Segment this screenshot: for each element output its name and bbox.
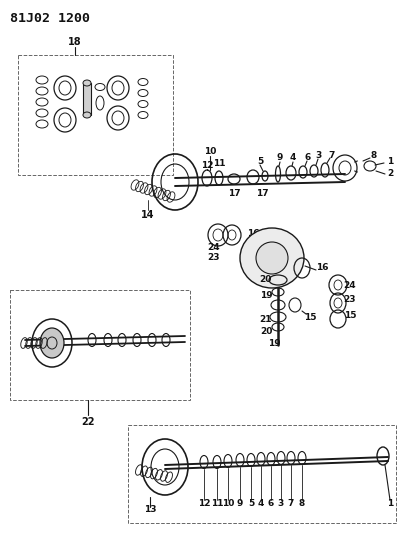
Text: 19: 19 (260, 290, 272, 300)
Text: 81J02 1200: 81J02 1200 (10, 12, 90, 25)
Text: 19: 19 (268, 338, 280, 348)
Text: 5: 5 (257, 157, 263, 166)
Ellipse shape (240, 228, 304, 288)
Text: 3: 3 (315, 151, 321, 160)
Text: 3: 3 (278, 499, 284, 508)
Bar (18, 55, 173, 175)
Text: 17: 17 (256, 190, 268, 198)
Text: 1: 1 (387, 157, 393, 166)
Bar (128, 425, 396, 523)
Text: 20: 20 (259, 276, 271, 285)
Ellipse shape (83, 112, 91, 118)
Text: 11: 11 (213, 158, 225, 167)
Text: 16: 16 (247, 229, 259, 238)
Text: 9: 9 (277, 154, 283, 163)
Bar (10, 290, 190, 400)
Text: 22: 22 (81, 417, 95, 427)
Text: 23: 23 (208, 254, 220, 262)
Text: 7: 7 (329, 150, 335, 159)
Text: 23: 23 (344, 295, 356, 304)
Text: 5: 5 (248, 499, 254, 508)
Text: 14: 14 (141, 210, 155, 220)
Text: 4: 4 (290, 154, 296, 163)
Text: 15: 15 (344, 311, 356, 319)
Text: 10: 10 (204, 148, 216, 157)
Text: 24: 24 (344, 280, 356, 289)
Text: 15: 15 (304, 312, 316, 321)
Text: 13: 13 (144, 505, 156, 514)
Text: 8: 8 (299, 499, 305, 508)
Text: 7: 7 (288, 499, 294, 508)
Text: 24: 24 (208, 244, 220, 253)
Ellipse shape (256, 242, 288, 274)
Text: 20: 20 (260, 327, 272, 336)
Text: 16: 16 (316, 263, 328, 272)
Text: 8: 8 (371, 151, 377, 160)
Text: 17: 17 (228, 190, 240, 198)
Text: 12: 12 (198, 499, 210, 508)
Text: 21: 21 (260, 316, 272, 325)
Ellipse shape (83, 80, 91, 86)
Text: 18: 18 (68, 37, 82, 47)
Text: 11: 11 (211, 499, 223, 508)
Text: 9: 9 (237, 499, 243, 508)
Text: 12: 12 (201, 160, 213, 169)
Text: 6: 6 (268, 499, 274, 508)
Ellipse shape (40, 328, 64, 358)
Text: 2: 2 (387, 169, 393, 179)
Text: 6: 6 (305, 154, 311, 163)
Text: 4: 4 (258, 499, 264, 508)
Bar (83, 83, 91, 115)
Text: 10: 10 (222, 499, 234, 508)
Text: 1: 1 (387, 499, 393, 508)
